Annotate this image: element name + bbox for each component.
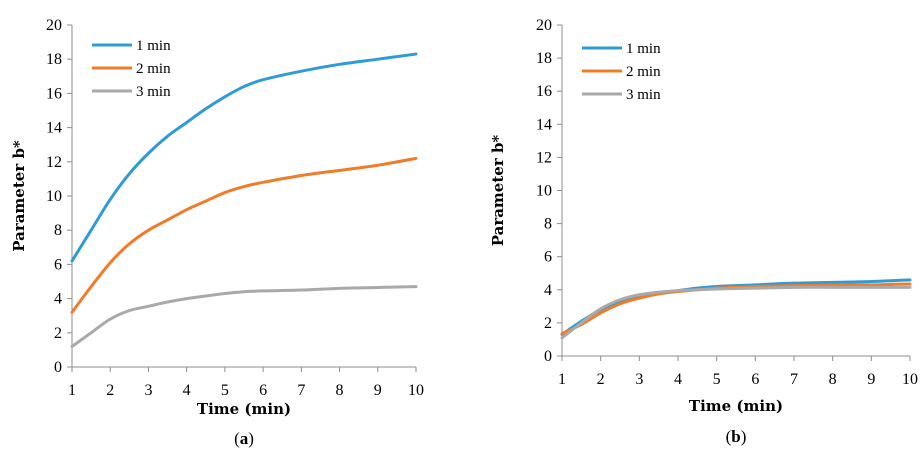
caption-letter: b — [731, 427, 740, 446]
y-tick-label: 8 — [544, 216, 552, 233]
x-tick-label: 5 — [713, 371, 721, 388]
series-line-2 — [560, 282, 912, 336]
x-tick-label: 1 — [558, 371, 566, 388]
x-tick-label: 9 — [867, 371, 875, 388]
x-tick-label: 2 — [597, 371, 605, 388]
y-tick-label: 14 — [46, 120, 62, 137]
legend-label-1: 1 min — [136, 38, 171, 54]
x-tick-label: 6 — [259, 382, 267, 399]
x-tick-label: 10 — [902, 371, 918, 388]
x-tick-label: 7 — [790, 371, 798, 388]
series-line-3 — [560, 285, 912, 340]
legend-label-3: 3 min — [626, 87, 661, 103]
panel-caption: (a) — [234, 429, 254, 448]
y-tick-label: 18 — [46, 51, 62, 68]
x-tick-label: 3 — [144, 382, 152, 399]
x-axis-title: Time (min) — [689, 397, 783, 415]
y-tick-label: 14 — [536, 116, 552, 133]
y-tick-label: 0 — [54, 359, 62, 376]
x-tick-label: 10 — [408, 382, 424, 399]
y-tick-label: 4 — [544, 282, 552, 299]
y-tick-label: 20 — [536, 17, 552, 34]
x-tick-label: 9 — [374, 382, 382, 399]
x-axis-title: Time (min) — [197, 400, 291, 418]
y-tick-label: 16 — [536, 83, 552, 100]
series-line-2 — [70, 156, 418, 314]
y-tick-label: 2 — [54, 325, 62, 342]
x-tick-label: 7 — [297, 382, 305, 399]
panel-caption: (b) — [726, 427, 747, 446]
x-tick-label: 1 — [68, 382, 76, 399]
y-axis-title: Parameter b* — [489, 135, 507, 247]
x-tick-label: 4 — [674, 371, 682, 388]
x-tick-label: 6 — [751, 371, 759, 388]
series-line-3 — [70, 285, 418, 348]
y-tick-label: 6 — [54, 256, 62, 273]
x-tick-label: 8 — [336, 382, 344, 399]
y-tick-label: 16 — [46, 85, 62, 102]
y-tick-label: 20 — [46, 17, 62, 34]
legend-label-3: 3 min — [136, 84, 171, 100]
caption-letter: a — [240, 429, 249, 448]
y-tick-label: 6 — [544, 249, 552, 266]
legend-label-1: 1 min — [626, 41, 661, 57]
y-tick-label: 8 — [54, 222, 62, 239]
y-tick-label: 10 — [536, 183, 552, 200]
x-tick-label: 8 — [829, 371, 837, 388]
y-tick-label: 0 — [544, 348, 552, 365]
x-tick-label: 3 — [635, 371, 643, 388]
y-tick-label: 12 — [46, 154, 62, 171]
legend-label-2: 2 min — [136, 61, 171, 77]
y-tick-label: 10 — [46, 188, 62, 205]
legend: 1 min 2 min 3 min — [92, 38, 171, 100]
x-tick-label: 2 — [106, 382, 114, 399]
series-line-1 — [70, 52, 418, 263]
legend-label-2: 2 min — [626, 64, 661, 80]
legend: 1 min 2 min 3 min — [582, 41, 661, 103]
y-tick-label: 12 — [536, 149, 552, 166]
y-axis-title: Parameter b* — [10, 140, 28, 252]
x-tick-label: 5 — [221, 382, 229, 399]
y-tick-label: 18 — [536, 50, 552, 67]
y-tick-label: 2 — [544, 315, 552, 332]
x-tick-label: 4 — [183, 382, 191, 399]
y-tick-label: 4 — [54, 291, 62, 308]
